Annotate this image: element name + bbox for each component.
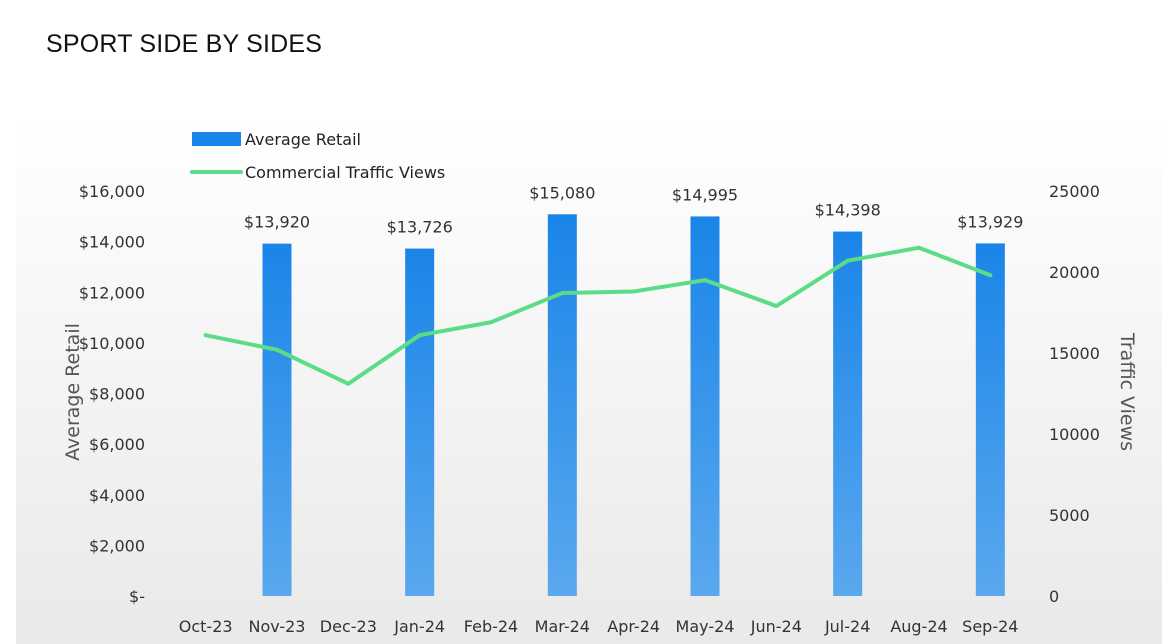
line-point (417, 333, 422, 338)
page-title: SPORT SIDE BY SIDES (46, 30, 323, 58)
x-tick-label: Apr-24 (607, 617, 660, 636)
combo-chart: $- $2,000 $4,000 $6,000 $8,000 $10,000 $12,000… (16, 116, 1162, 644)
x-tick-label: Feb-24 (464, 617, 518, 636)
y2-tick-label: 20000 (1049, 263, 1100, 282)
x-tick-label: Sep-24 (962, 617, 1018, 636)
y-tick-label: $12,000 (79, 283, 145, 302)
bar-average-retail (405, 248, 435, 597)
y-axis-title: Average Retail (62, 323, 84, 461)
bar-data-label: $14,995 (672, 185, 738, 204)
chart-area: $- $2,000 $4,000 $6,000 $8,000 $10,000 $12,000… (16, 116, 1162, 644)
line-point (489, 320, 493, 325)
y2-axis-title: Traffic Views (1116, 332, 1138, 451)
x-tick-label: Dec-23 (320, 617, 377, 636)
y2-tick-label: 15000 (1049, 344, 1100, 363)
y-tick-label: $14,000 (79, 233, 145, 252)
bar-average-retail (547, 214, 577, 596)
y2-tick-label: 0 (1049, 587, 1059, 606)
x-tick-label: Aug-24 (890, 617, 947, 636)
x-tick-label: Jul-24 (824, 617, 870, 636)
y-tick-label: $16,000 (79, 182, 145, 201)
line-point (774, 304, 779, 309)
y-tick-label: $8,000 (89, 385, 145, 404)
line-commercial-traffic-views (203, 245, 993, 386)
x-tick-label: Oct-23 (179, 617, 233, 636)
bar-data-label: $13,920 (244, 213, 310, 232)
y2-tick-label: 5000 (1049, 506, 1090, 525)
bar-data-label: $15,080 (529, 183, 595, 202)
bar-average-retail (833, 231, 863, 596)
line-point (631, 289, 636, 294)
line-point (988, 273, 993, 278)
legend-label-traffic-views: Commercial Traffic Views (245, 163, 445, 182)
legend-bar-swatch (192, 132, 241, 146)
bar-average-retail (975, 243, 1005, 596)
y-tick-label: $4,000 (89, 486, 145, 505)
bar-data-label: $14,398 (815, 201, 881, 220)
x-tick-label: Jan-24 (393, 617, 445, 636)
bar-data-label: $13,929 (957, 212, 1023, 231)
y-tick-label: $2,000 (89, 536, 145, 555)
line-point (917, 245, 921, 250)
line-point (275, 347, 279, 352)
line-point (203, 333, 208, 338)
y-tick-label: $6,000 (89, 435, 145, 454)
line-point (703, 278, 707, 283)
line-point (560, 291, 565, 296)
x-tick-label: Mar-24 (535, 617, 590, 636)
line-point (346, 381, 351, 386)
line-point (845, 258, 850, 263)
x-tick-label: Nov-23 (249, 617, 306, 636)
y2-tick-label: 25000 (1049, 182, 1100, 201)
legend-label-average-retail: Average Retail (245, 130, 361, 149)
y-tick-label: $- (129, 587, 145, 606)
chart-background (16, 116, 1162, 644)
x-tick-label: Jun-24 (750, 617, 802, 636)
bar-data-label: $13,726 (387, 218, 453, 237)
y2-tick-label: 10000 (1049, 425, 1100, 444)
bar-average-retail (262, 243, 292, 596)
y-tick-label: $10,000 (79, 334, 145, 353)
x-tick-label: May-24 (676, 617, 735, 636)
bar-average-retail (690, 216, 720, 596)
